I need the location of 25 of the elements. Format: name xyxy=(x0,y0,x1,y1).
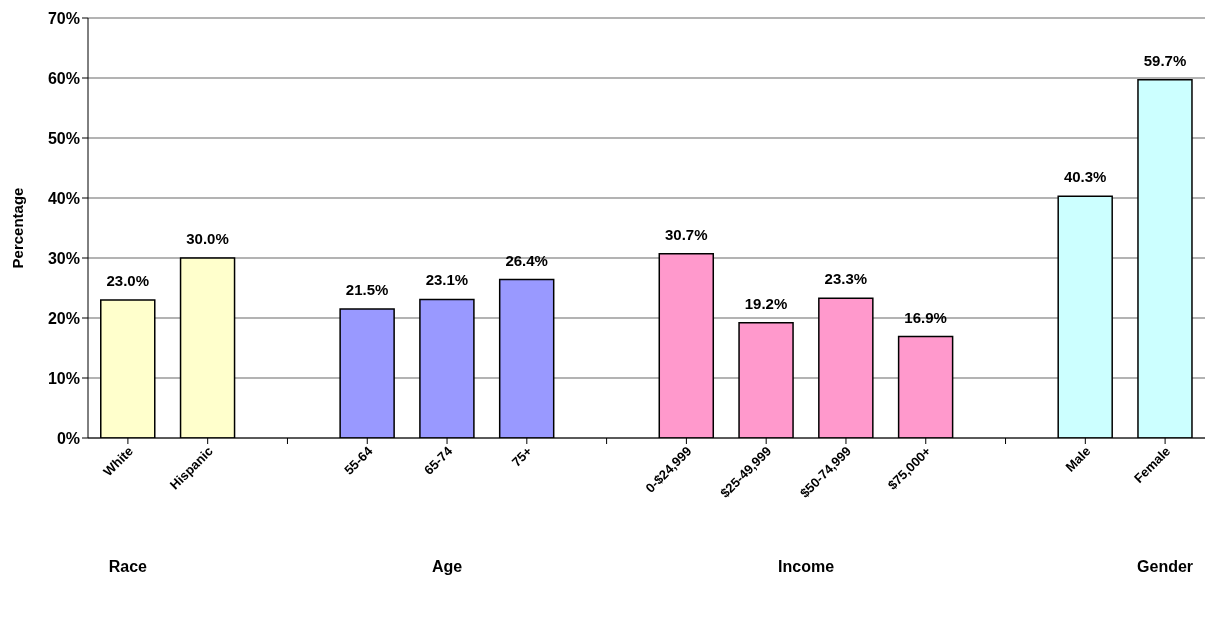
data-label: 19.2% xyxy=(744,294,788,312)
data-label: 16.9% xyxy=(904,308,947,326)
data-label: 59.7% xyxy=(1143,51,1187,69)
y-axis-title: Percentage xyxy=(9,187,27,269)
y-tick-label: 30% xyxy=(47,249,80,267)
data-label: 21.5% xyxy=(345,281,389,298)
y-tick-label: 70% xyxy=(47,9,80,27)
text: Income xyxy=(777,558,836,576)
y-tick-label: 0% xyxy=(56,429,80,447)
text: Race xyxy=(107,558,148,576)
data-label: 23.1% xyxy=(425,271,469,289)
data-label: 26.4% xyxy=(505,251,548,269)
data-label: 40.3% xyxy=(1063,168,1107,186)
data-label: 30.0% xyxy=(186,230,229,247)
data-label: 23.3% xyxy=(824,270,868,288)
data-label: 23.0% xyxy=(106,272,150,289)
x-tick-label: 75+ xyxy=(508,443,536,470)
text: Age xyxy=(430,558,464,576)
y-tick-label: 10% xyxy=(47,369,80,387)
data-label: 30.7% xyxy=(664,225,708,243)
y-tick-label: 20% xyxy=(47,309,80,327)
y-tick-label: 50% xyxy=(47,129,80,147)
y-tick-label: 40% xyxy=(47,189,80,207)
text: Gender xyxy=(1136,558,1195,576)
y-tick-label: 60% xyxy=(47,69,80,87)
